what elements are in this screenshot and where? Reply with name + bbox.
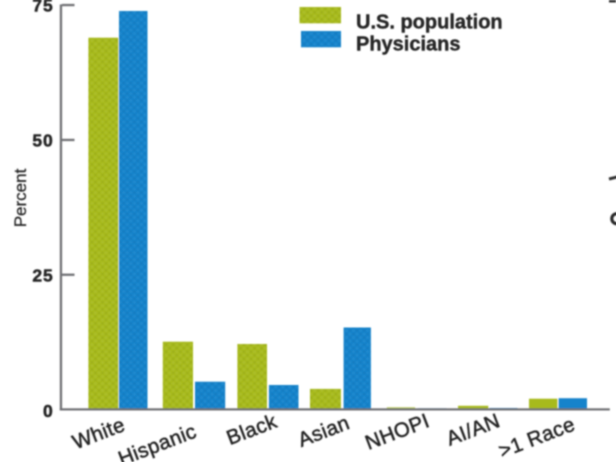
svg-text:75: 75	[32, 0, 53, 15]
svg-text:0: 0	[43, 401, 54, 421]
svg-text:Physicians: Physicians	[356, 33, 461, 55]
svg-text:Hispanic: Hispanic	[115, 420, 200, 462]
svg-text:>1 Race: >1 Race	[496, 413, 579, 462]
svg-text:Asian: Asian	[295, 411, 353, 452]
svg-text:25: 25	[32, 265, 53, 285]
svg-text:50: 50	[32, 131, 53, 151]
svg-text:U.S. population: U.S. population	[356, 12, 503, 34]
svg-text:Percent: Percent	[11, 168, 30, 227]
svg-text:NHOPI: NHOPI	[362, 409, 433, 454]
svg-text:Black: Black	[223, 410, 280, 450]
svg-text:AI/AN: AI/AN	[443, 409, 503, 450]
